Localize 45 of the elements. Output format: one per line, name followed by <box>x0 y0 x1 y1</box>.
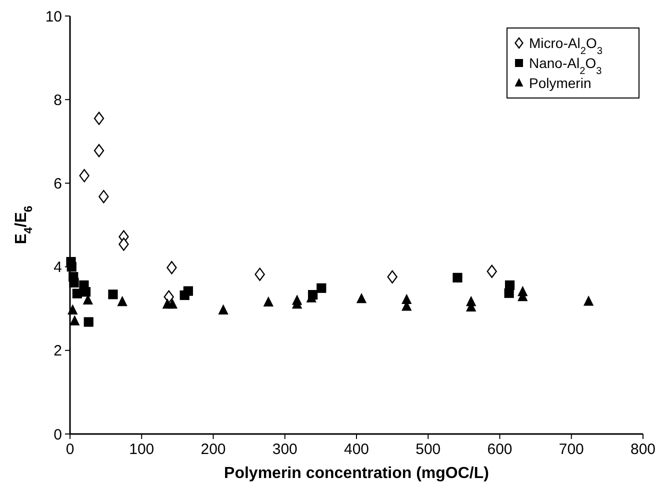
point <box>84 317 94 327</box>
x-tick-label: 400 <box>344 441 370 458</box>
point <box>118 238 129 251</box>
y-tick-label: 4 <box>54 259 62 276</box>
point <box>387 270 398 284</box>
point <box>486 264 497 278</box>
point <box>583 295 594 306</box>
point <box>70 315 80 326</box>
x-tick-label: 600 <box>487 441 512 458</box>
point <box>108 290 118 300</box>
point <box>66 262 76 272</box>
point <box>316 283 326 293</box>
x-tick-label: 500 <box>416 441 441 458</box>
point <box>94 112 104 126</box>
x-tick-label: 200 <box>200 441 226 458</box>
point <box>167 298 178 309</box>
point <box>94 144 104 158</box>
point <box>164 290 174 304</box>
x-axis-title: Polymerin concentration (mgOC/L) <box>224 465 489 482</box>
point <box>263 296 274 307</box>
point <box>166 261 177 274</box>
x-tick-label: 100 <box>129 441 154 458</box>
point <box>79 169 90 182</box>
point <box>69 278 79 288</box>
point <box>218 304 228 314</box>
x-tick-label: 700 <box>558 441 584 458</box>
legend-label: Polymerin <box>529 75 592 91</box>
x-tick-label: 300 <box>272 441 298 458</box>
point <box>254 268 265 281</box>
y-tick-label: 6 <box>54 175 62 192</box>
legend-label: Nano-Al$_{2}$O$_{3}$ <box>529 55 602 76</box>
y-tick-label: 2 <box>54 342 62 360</box>
point <box>68 304 78 314</box>
point <box>356 292 367 304</box>
y-tick-label: 10 <box>45 8 62 26</box>
point <box>504 280 515 290</box>
x-tick-label: 0 <box>66 441 74 458</box>
y-tick-label: 8 <box>54 92 62 109</box>
point <box>452 272 462 282</box>
y-tick-label: 0 <box>54 426 62 444</box>
x-tick-label: 800 <box>630 441 656 458</box>
legend-label: Micro-Al$_{2}$O$_{3}$ <box>529 35 603 56</box>
point <box>117 296 128 306</box>
point <box>183 286 193 296</box>
point <box>98 190 109 204</box>
